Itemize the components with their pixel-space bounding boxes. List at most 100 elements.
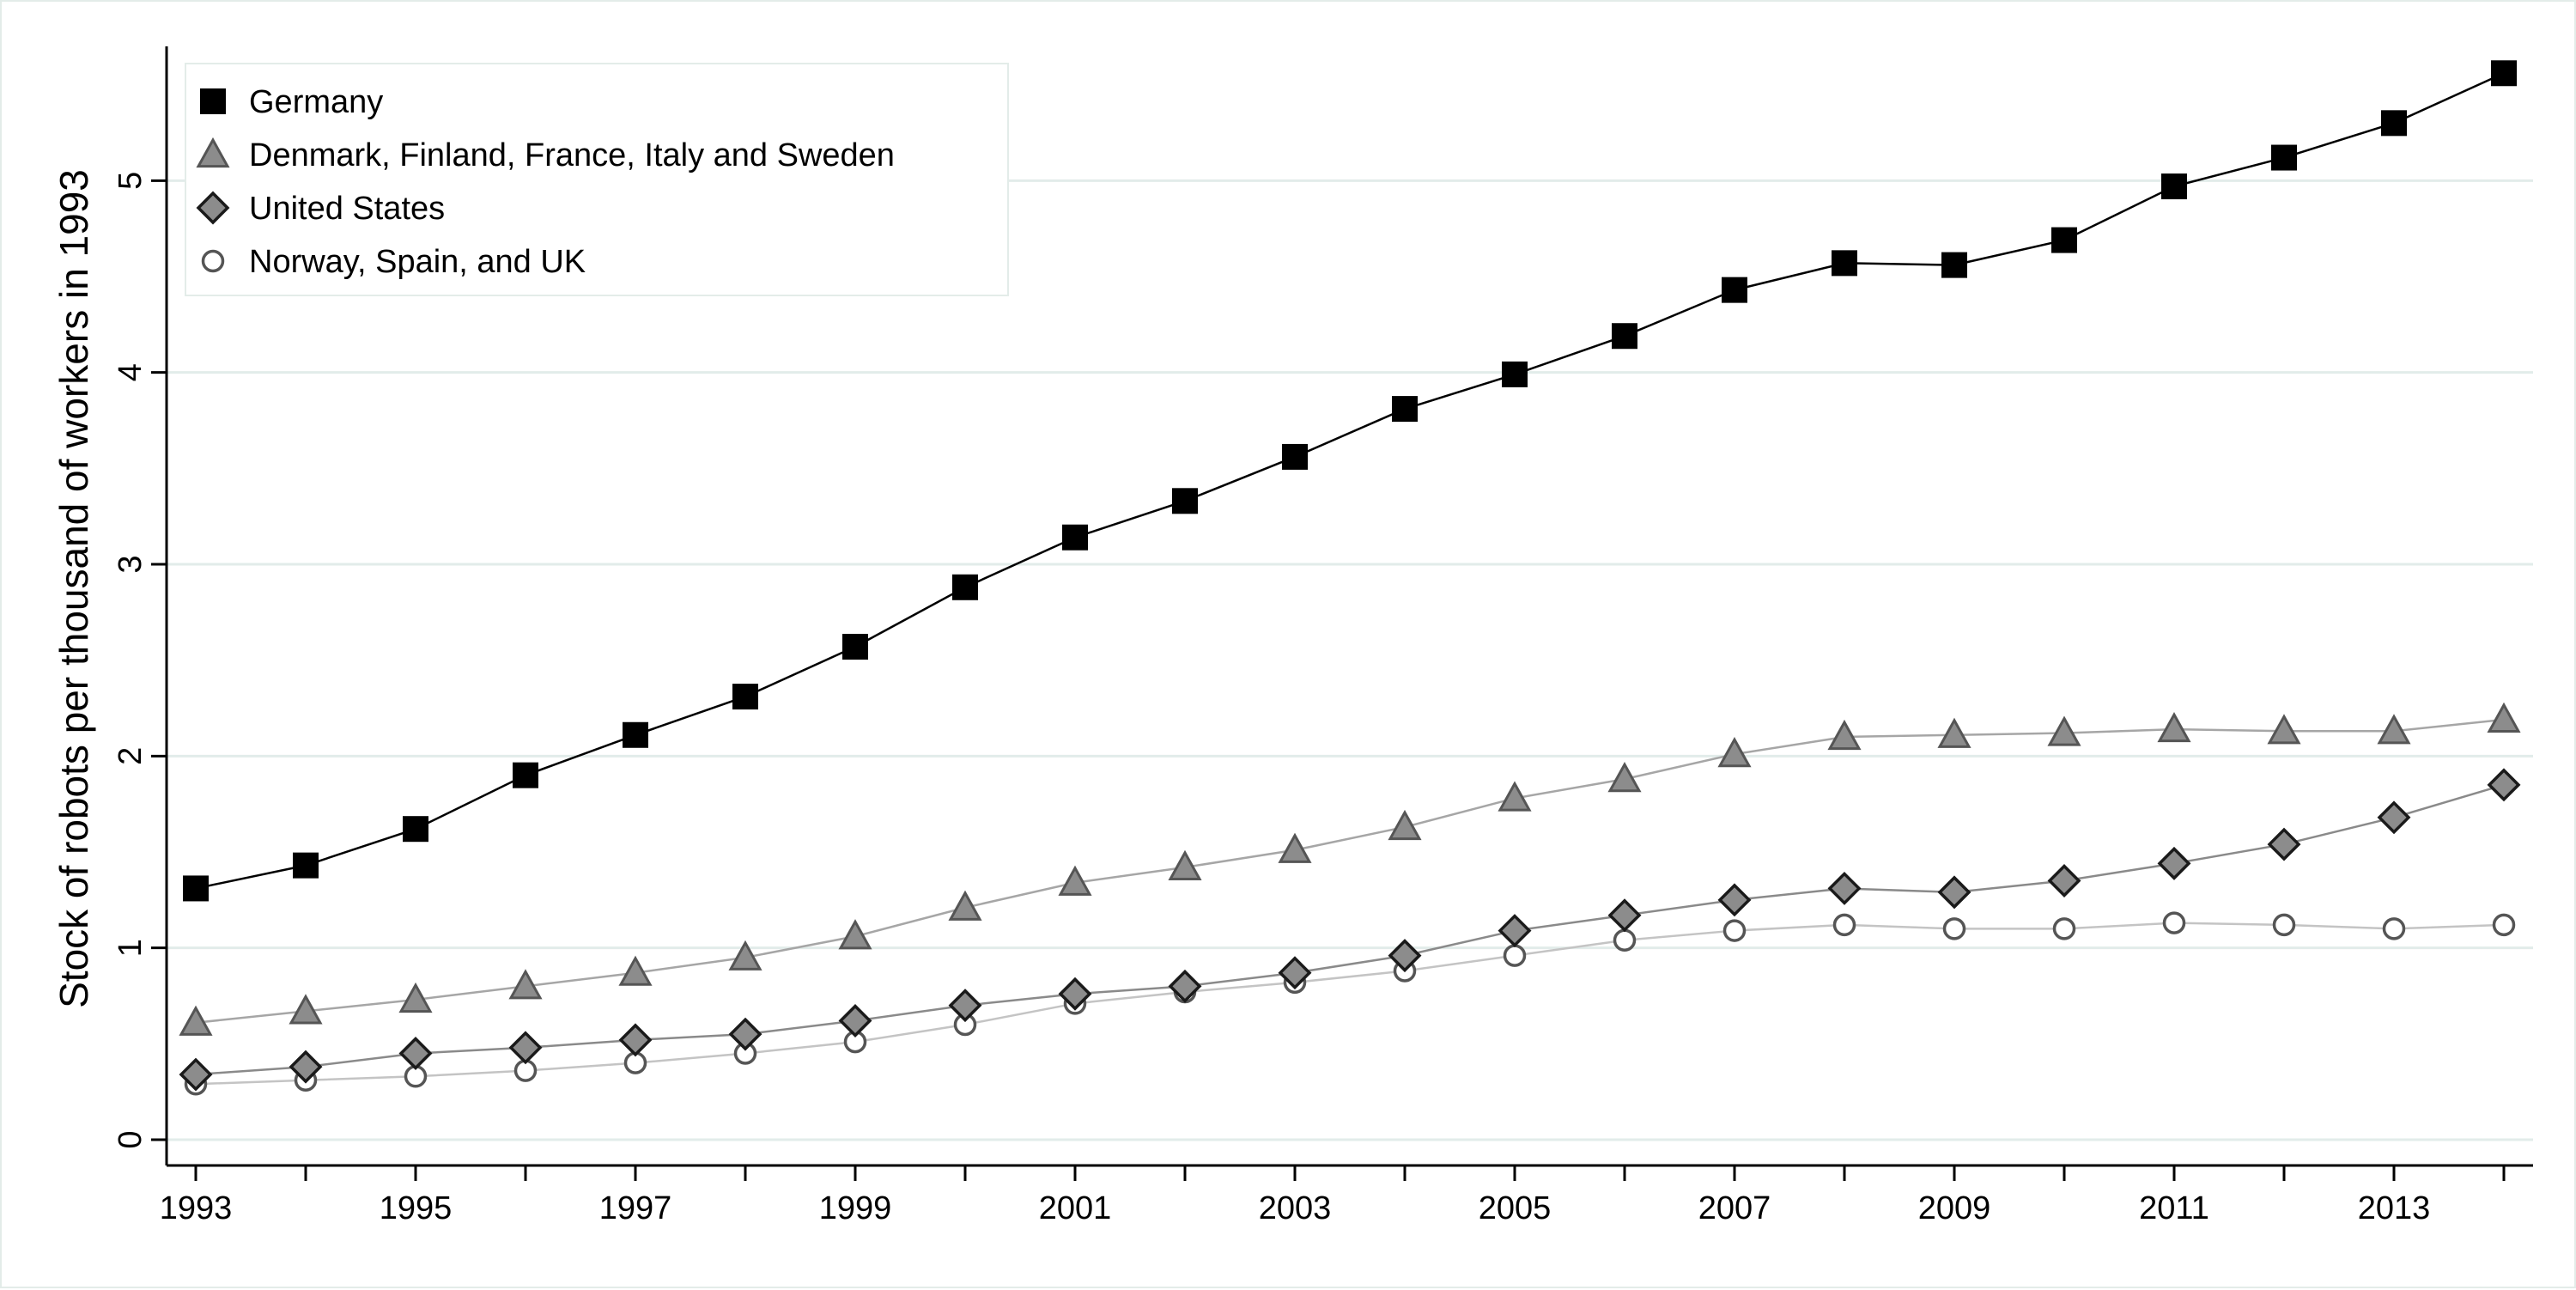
series-lines (179, 60, 2521, 1096)
data-point-square (183, 875, 209, 902)
data-point-square (1392, 396, 1418, 423)
legend-label: Denmark, Finland, France, Italy and Swed… (249, 137, 895, 173)
data-point-square (2161, 173, 2187, 200)
data-point-circle (1832, 913, 1856, 937)
data-point-circle (1503, 944, 1527, 967)
data-point-diamond (2047, 864, 2081, 898)
data-point-diamond (2267, 827, 2301, 861)
data-point-triangle (2157, 711, 2191, 743)
legend-marker-circle (201, 249, 225, 273)
data-point-diamond (2157, 846, 2191, 880)
data-point-triangle (2047, 715, 2081, 746)
data-point-triangle (1937, 717, 1971, 748)
data-point-triangle (1607, 762, 1642, 793)
data-point-diamond (838, 1004, 872, 1038)
data-point-circle (2492, 913, 2516, 937)
data-point-diamond (398, 1037, 433, 1070)
x-tick-label: 2009 (1918, 1190, 1991, 1226)
y-tick-label: 3 (112, 555, 149, 573)
data-point-circle (2382, 917, 2406, 940)
legend-label: Germany (249, 84, 383, 120)
data-point-diamond (728, 1017, 762, 1051)
legend-label: United States (249, 191, 445, 227)
data-point-triangle (508, 969, 543, 1000)
data-point-triangle (1498, 781, 1532, 812)
data-point-triangle (2487, 702, 2521, 733)
legend-box (185, 63, 1009, 296)
data-point-square (2491, 60, 2517, 87)
legend-marker-square (200, 88, 226, 114)
data-point-triangle (1388, 809, 1422, 841)
data-point-circle (2162, 911, 2186, 934)
data-point-diamond (1278, 956, 1312, 990)
data-point-diamond (1717, 883, 1752, 917)
data-point-square (513, 762, 538, 788)
series-line (195, 72, 2505, 890)
data-point-square (842, 634, 868, 660)
series-square (183, 60, 2517, 902)
data-point-diamond (1168, 969, 1202, 1003)
y-tick-label: 1 (112, 939, 149, 957)
y-tick-label: 5 (112, 172, 149, 190)
data-point-diamond (1607, 898, 1642, 933)
x-tick-label: 2011 (2139, 1190, 2209, 1226)
y-tick-label: 0 (112, 1130, 149, 1148)
series-line (195, 783, 2505, 1076)
data-point-triangle (948, 890, 982, 921)
data-point-diamond (1058, 977, 1092, 1011)
data-point-diamond (618, 1023, 653, 1057)
data-point-square (2381, 110, 2407, 137)
y-tick-label: 4 (112, 363, 149, 381)
x-tick-label: 2001 (1039, 1190, 1112, 1226)
data-point-triangle (398, 982, 433, 1013)
x-tick-label: 1995 (380, 1190, 453, 1226)
data-point-triangle (1168, 849, 1202, 880)
data-point-triangle (2267, 714, 2301, 745)
axes: 0 1 2 3 4 5 1993 1995 1997 1999 2001 2003 2005 2007 20… (52, 46, 2533, 1226)
data-point-diamond (1498, 914, 1532, 948)
series-triangle (179, 702, 2521, 1036)
legend-marker-diamond (196, 191, 230, 225)
x-tick-label: 2005 (1479, 1190, 1552, 1226)
data-point-circle (1722, 919, 1747, 942)
data-point-triangle (1827, 719, 1862, 751)
series-line (195, 718, 2505, 1025)
data-point-triangle (2377, 714, 2411, 745)
series-circle (184, 911, 2516, 1096)
data-point-square (403, 816, 428, 843)
data-point-square (1832, 250, 1857, 277)
legend-label: Norway, Spain, and UK (249, 244, 586, 280)
legend-marker-triangle (196, 137, 230, 168)
data-point-square (1062, 524, 1088, 551)
data-point-triangle (1717, 737, 1752, 768)
x-tick-label: 1993 (160, 1190, 233, 1226)
data-point-square (952, 574, 978, 600)
x-tick-label: 2007 (1698, 1190, 1771, 1226)
x-tick-label: 2013 (2358, 1190, 2431, 1226)
data-point-triangle (728, 940, 762, 971)
x-tick-label: 1999 (819, 1190, 892, 1226)
series-line (195, 922, 2505, 1086)
data-point-diamond (289, 1050, 323, 1084)
data-point-triangle (618, 955, 653, 986)
data-point-square (2051, 227, 2077, 253)
data-point-diamond (179, 1057, 213, 1092)
data-point-diamond (2377, 800, 2411, 835)
data-point-square (1722, 277, 1747, 303)
data-point-diamond (2487, 768, 2521, 802)
data-point-circle (2272, 913, 2296, 937)
data-point-diamond (948, 989, 982, 1023)
x-tick-label: 2003 (1259, 1190, 1332, 1226)
data-point-triangle (1058, 865, 1092, 896)
data-point-square (732, 684, 758, 710)
data-point-triangle (838, 919, 872, 950)
y-tick-label: 2 (112, 747, 149, 765)
data-point-triangle (289, 994, 323, 1025)
data-point-diamond (508, 1031, 543, 1065)
data-point-diamond (1937, 875, 1971, 910)
data-point-square (1941, 252, 1967, 278)
data-point-square (2271, 144, 2297, 171)
data-point-square (623, 721, 648, 748)
